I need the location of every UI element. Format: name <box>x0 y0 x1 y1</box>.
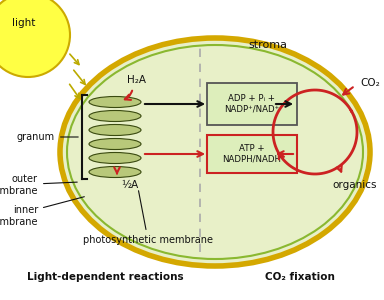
Text: light: light <box>12 18 35 28</box>
Text: photosynthetic membrane: photosynthetic membrane <box>83 191 213 245</box>
Ellipse shape <box>89 152 141 164</box>
Text: CO₂: CO₂ <box>360 78 380 88</box>
Ellipse shape <box>89 97 141 107</box>
Ellipse shape <box>89 124 141 136</box>
Text: ADP + Pᵢ +
NADP⁺/NAD⁺: ADP + Pᵢ + NADP⁺/NAD⁺ <box>224 94 280 114</box>
Text: outer
membrane: outer membrane <box>0 174 77 196</box>
Ellipse shape <box>89 139 141 149</box>
Ellipse shape <box>89 167 141 178</box>
Text: ATP +
NADPH/NADH: ATP + NADPH/NADH <box>222 144 281 164</box>
Circle shape <box>0 0 70 77</box>
Ellipse shape <box>60 38 370 266</box>
FancyBboxPatch shape <box>207 83 297 125</box>
Text: stroma: stroma <box>248 40 287 50</box>
FancyBboxPatch shape <box>207 135 297 173</box>
Text: granum: granum <box>17 132 78 142</box>
Text: Light-dependent reactions: Light-dependent reactions <box>26 272 183 282</box>
Ellipse shape <box>89 110 141 122</box>
Text: inner
membrane: inner membrane <box>0 197 84 227</box>
Text: CO₂ fixation: CO₂ fixation <box>265 272 335 282</box>
Text: ½A: ½A <box>121 180 138 190</box>
Text: H₂A: H₂A <box>127 75 146 85</box>
Text: organics: organics <box>333 180 377 190</box>
